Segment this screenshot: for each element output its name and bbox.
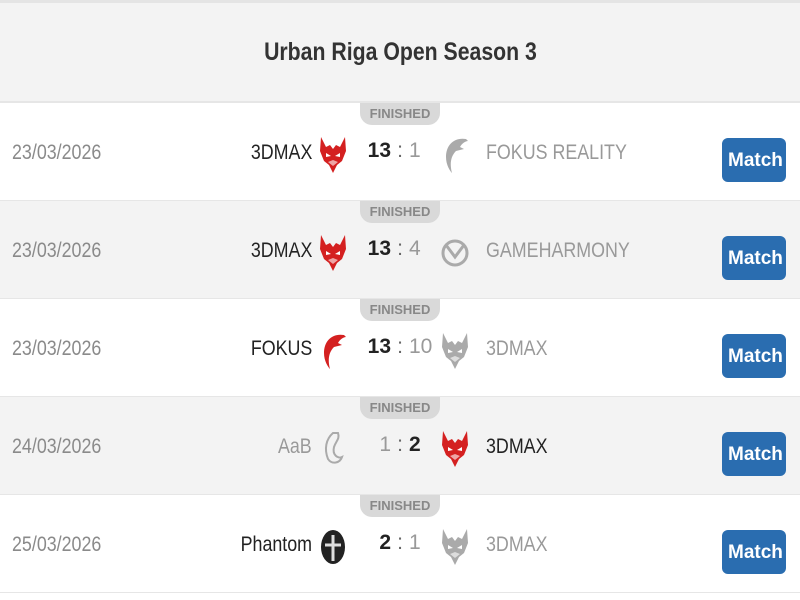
score-separator: : bbox=[397, 139, 403, 162]
match-button[interactable]: Match bbox=[722, 530, 786, 574]
away-team-logo-icon bbox=[440, 429, 470, 469]
away-team-logo-icon bbox=[440, 331, 470, 371]
match-date: 23/03/2026 bbox=[12, 337, 102, 360]
home-team-logo-icon bbox=[318, 527, 348, 567]
home-score: 13 bbox=[367, 335, 391, 358]
away-team-name: GAMEHARMONY bbox=[486, 239, 630, 262]
match-row: FINISHED 23/03/2026 FOKUS 13:10 3DMAX Ma… bbox=[0, 299, 800, 397]
away-score: 1 bbox=[409, 531, 421, 554]
match-date: 23/03/2026 bbox=[12, 141, 102, 164]
score-separator: : bbox=[397, 433, 403, 456]
match-score: 13:10 bbox=[360, 335, 440, 359]
match-row: FINISHED 23/03/2026 3DMAX 13:4 GAMEHARMO… bbox=[0, 201, 800, 299]
home-team-logo-icon bbox=[318, 135, 348, 175]
match-score: 13:1 bbox=[360, 139, 440, 163]
away-team-logo-icon bbox=[440, 527, 470, 567]
home-score: 13 bbox=[367, 237, 391, 260]
home-score: 2 bbox=[379, 531, 391, 554]
status-badge: FINISHED bbox=[360, 495, 440, 517]
home-team-logo-icon bbox=[318, 233, 348, 273]
match-row: FINISHED 24/03/2026 AaB 1:2 3DMAX Match bbox=[0, 397, 800, 495]
match-date: 25/03/2026 bbox=[12, 533, 102, 556]
score-separator: : bbox=[397, 237, 403, 260]
away-score: 4 bbox=[409, 237, 421, 260]
home-team-logo-icon bbox=[318, 331, 348, 371]
match-score: 1:2 bbox=[360, 433, 440, 457]
tournament-header: Urban Riga Open Season 3 bbox=[0, 0, 800, 103]
match-score: 13:4 bbox=[360, 237, 440, 261]
away-team-logo-icon bbox=[440, 233, 470, 273]
home-team-name: 3DMAX bbox=[250, 141, 312, 164]
away-team-name: FOKUS REALITY bbox=[486, 141, 627, 164]
away-score: 2 bbox=[409, 433, 421, 456]
home-team-name: FOKUS bbox=[250, 337, 312, 360]
match-row: FINISHED 23/03/2026 3DMAX 13:1 FOKUS REA… bbox=[0, 103, 800, 201]
home-score: 1 bbox=[379, 433, 391, 456]
status-badge: FINISHED bbox=[360, 299, 440, 321]
away-team-name: 3DMAX bbox=[486, 435, 548, 458]
status-badge: FINISHED bbox=[360, 103, 440, 125]
home-score: 13 bbox=[367, 139, 391, 162]
away-team-name: 3DMAX bbox=[486, 337, 548, 360]
home-team-name: AaB bbox=[278, 435, 312, 458]
away-score: 10 bbox=[409, 335, 433, 358]
away-team-logo-icon bbox=[440, 135, 470, 175]
score-separator: : bbox=[397, 531, 403, 554]
match-score: 2:1 bbox=[360, 531, 440, 555]
home-team-name: Phantom bbox=[240, 533, 312, 556]
match-date: 24/03/2026 bbox=[12, 435, 102, 458]
match-button[interactable]: Match bbox=[722, 138, 786, 182]
score-separator: : bbox=[397, 335, 403, 358]
home-team-logo-icon bbox=[318, 429, 348, 469]
match-button[interactable]: Match bbox=[722, 334, 786, 378]
match-button[interactable]: Match bbox=[722, 236, 786, 280]
tournament-title: Urban Riga Open Season 3 bbox=[263, 37, 537, 66]
match-list: FINISHED 23/03/2026 3DMAX 13:1 FOKUS REA… bbox=[0, 103, 800, 593]
match-button[interactable]: Match bbox=[722, 432, 786, 476]
status-badge: FINISHED bbox=[360, 201, 440, 223]
status-badge: FINISHED bbox=[360, 397, 440, 419]
home-team-name: 3DMAX bbox=[250, 239, 312, 262]
away-score: 1 bbox=[409, 139, 421, 162]
match-date: 23/03/2026 bbox=[12, 239, 102, 262]
away-team-name: 3DMAX bbox=[486, 533, 548, 556]
match-row: FINISHED 25/03/2026 Phantom 2:1 3DMAX Ma… bbox=[0, 495, 800, 593]
